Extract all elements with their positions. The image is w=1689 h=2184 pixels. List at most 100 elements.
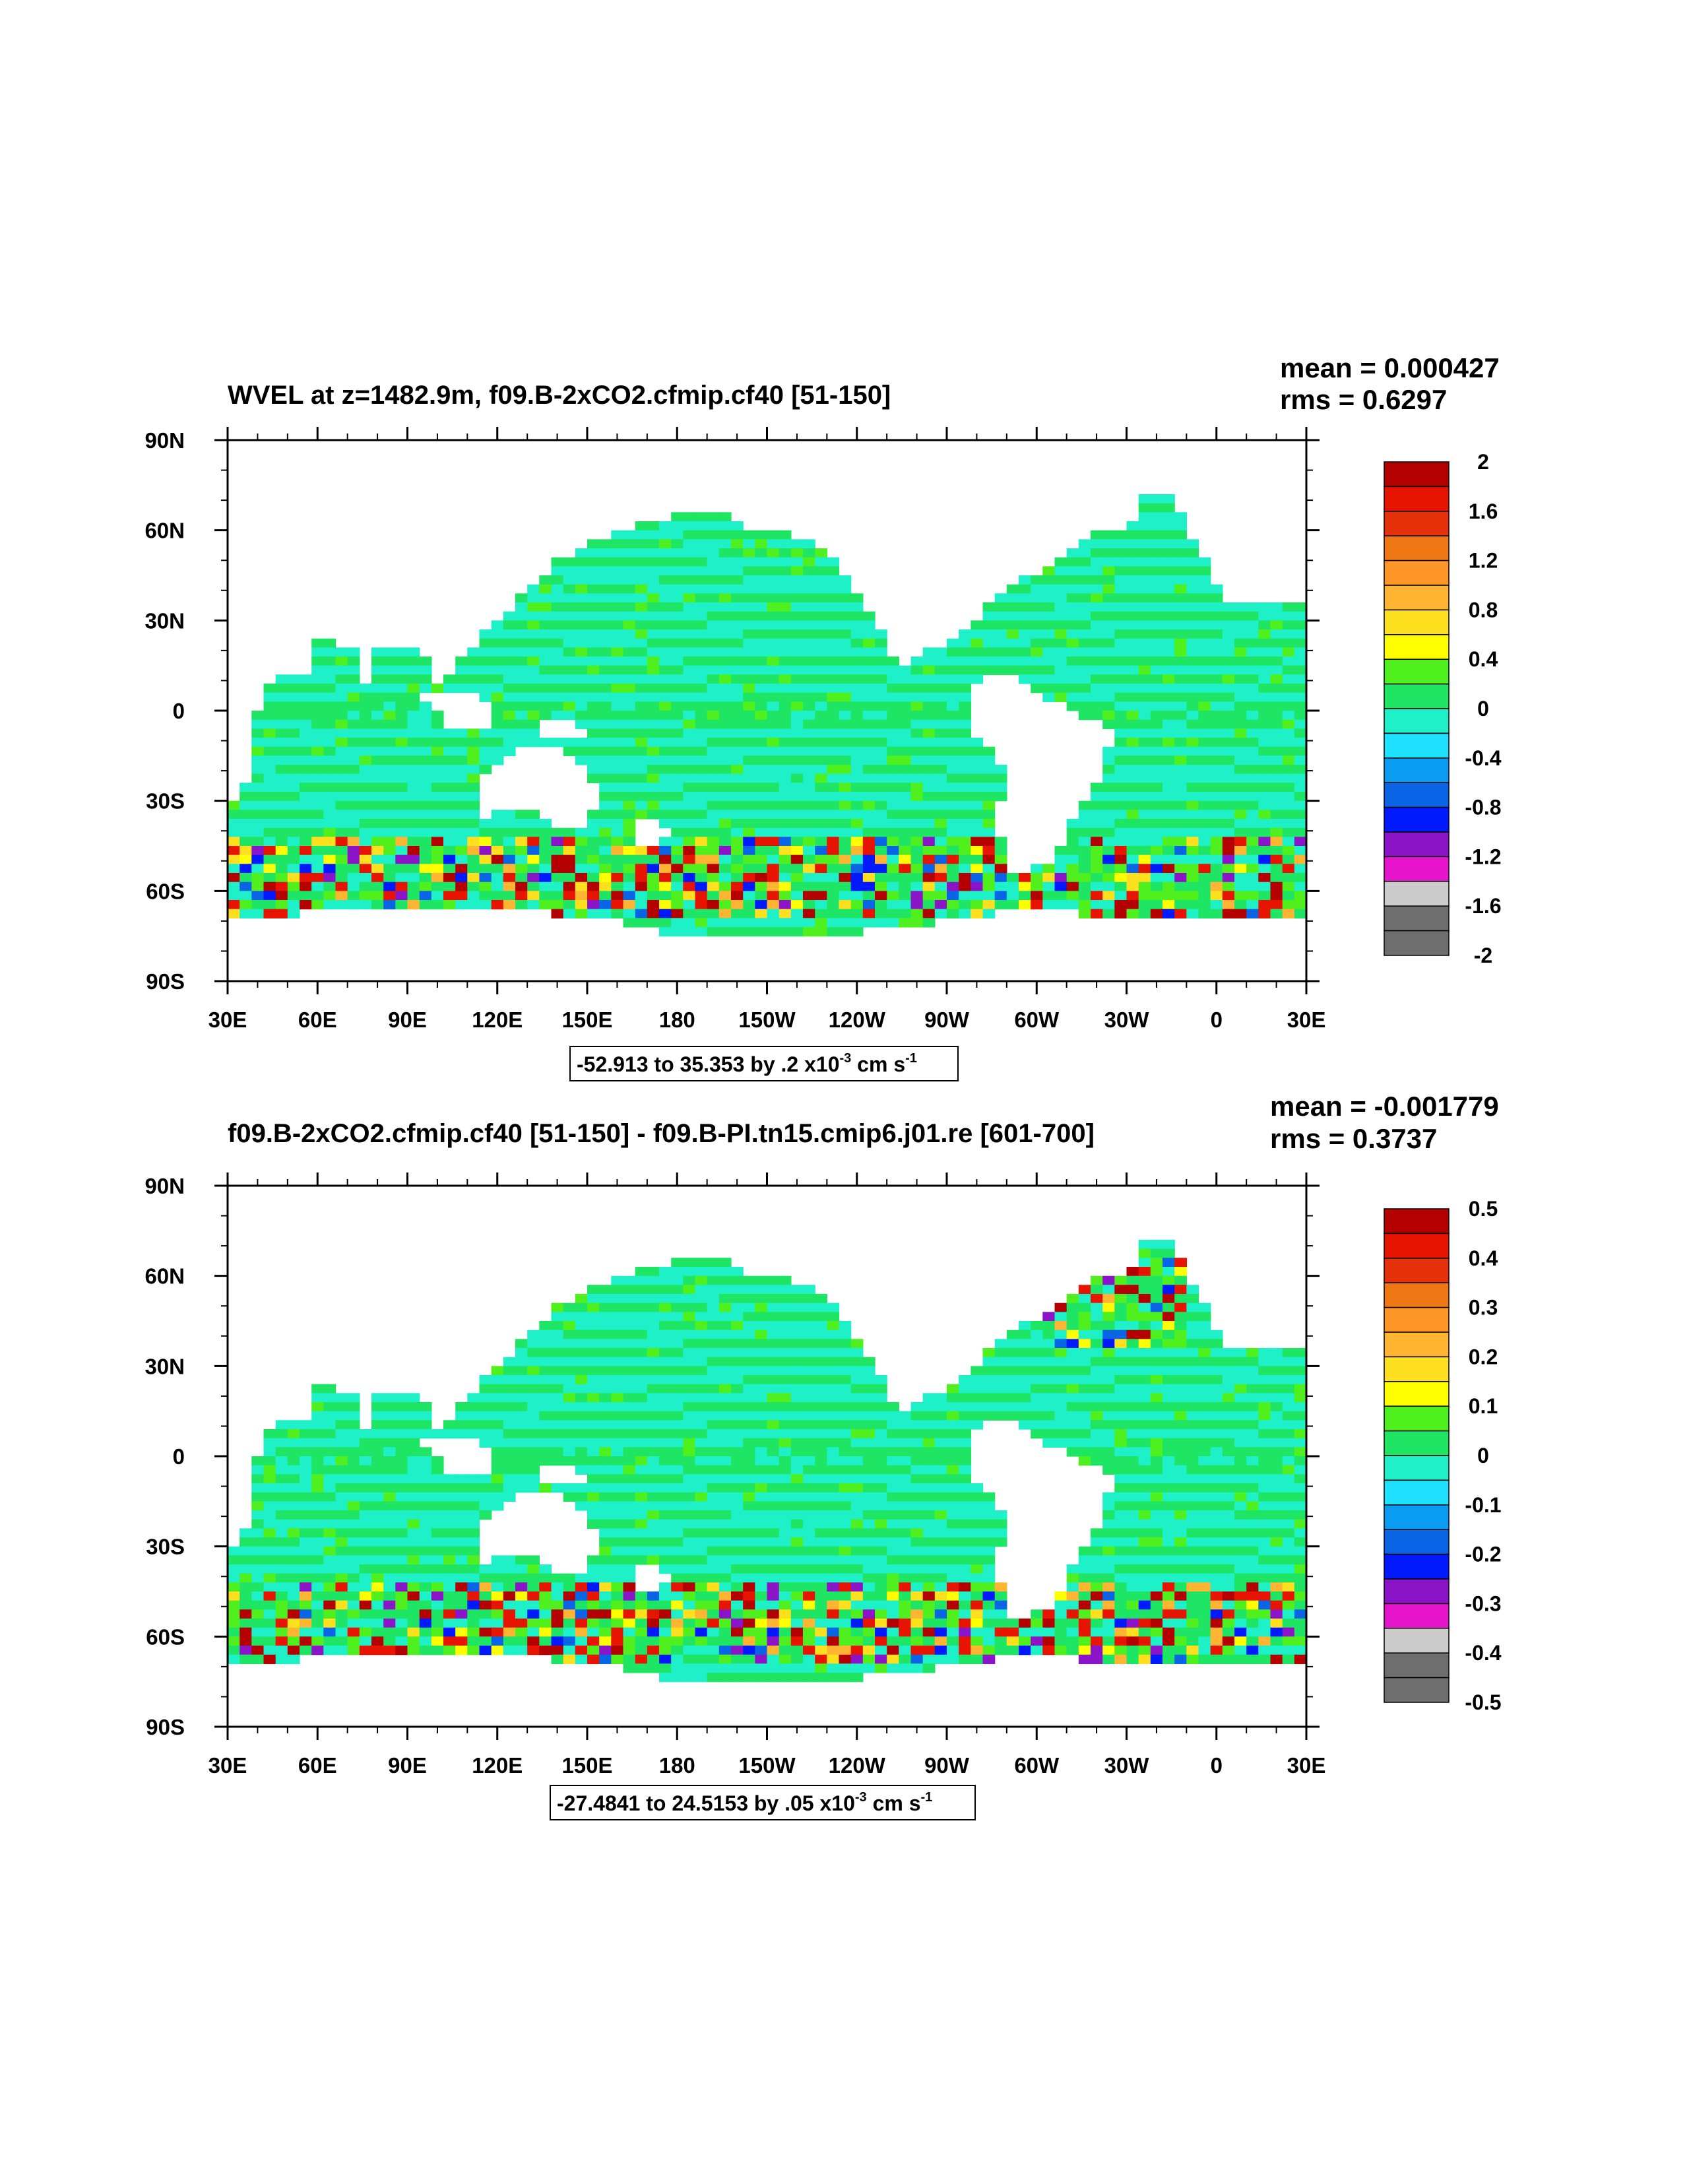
field-cell bbox=[850, 593, 864, 603]
field-cell bbox=[1246, 738, 1259, 748]
field-cell bbox=[335, 657, 348, 666]
field-cell bbox=[767, 602, 780, 612]
field-cell bbox=[1294, 602, 1307, 612]
field-cell bbox=[611, 773, 624, 783]
y-tick-label: 60N bbox=[144, 519, 185, 543]
field-cell bbox=[790, 629, 804, 639]
field-cell bbox=[743, 918, 755, 928]
field-cell bbox=[599, 593, 612, 603]
field-cell bbox=[1174, 692, 1187, 702]
field-cell bbox=[803, 900, 815, 910]
field-cell bbox=[1042, 900, 1056, 910]
field-cell bbox=[1066, 1411, 1079, 1421]
field-cell bbox=[371, 755, 384, 765]
field-cell bbox=[971, 657, 984, 666]
field-cell bbox=[815, 1384, 827, 1394]
field-cell bbox=[1234, 882, 1247, 891]
field-cell bbox=[431, 1474, 444, 1484]
field-cell bbox=[1150, 1258, 1163, 1268]
field-cell bbox=[1222, 1348, 1235, 1358]
field-cell bbox=[971, 854, 984, 864]
field-cell bbox=[527, 657, 540, 666]
field-cell bbox=[1234, 1510, 1247, 1520]
field-cell bbox=[731, 1393, 744, 1403]
field-cell bbox=[1091, 1402, 1103, 1412]
field-cell bbox=[1091, 566, 1103, 576]
field-cell bbox=[251, 864, 265, 874]
field-cell bbox=[1186, 765, 1199, 775]
field-cell bbox=[300, 765, 312, 775]
field-cell bbox=[839, 684, 852, 693]
field-cell bbox=[1006, 602, 1019, 612]
field-cell bbox=[707, 728, 720, 738]
field-cell bbox=[275, 810, 288, 819]
field-cell bbox=[862, 765, 876, 775]
field-cell bbox=[287, 1483, 300, 1493]
field-cell bbox=[395, 719, 408, 729]
field-cell bbox=[575, 909, 588, 918]
field-cell bbox=[1222, 1483, 1235, 1493]
field-cell bbox=[419, 1429, 432, 1439]
field-cell bbox=[1114, 1321, 1128, 1331]
field-cell bbox=[347, 827, 360, 837]
field-cell bbox=[1294, 854, 1307, 864]
field-cell bbox=[1078, 701, 1091, 711]
field-cell bbox=[707, 1258, 720, 1268]
field-cell bbox=[515, 1393, 528, 1403]
field-cell bbox=[407, 1429, 420, 1439]
field-cell bbox=[718, 882, 732, 891]
field-cell bbox=[1054, 674, 1068, 684]
field-cell bbox=[515, 846, 528, 856]
field-cell bbox=[671, 1366, 684, 1376]
field-cell bbox=[1126, 846, 1139, 856]
field-cell bbox=[359, 882, 372, 891]
field-cell bbox=[707, 674, 720, 684]
field-cell bbox=[731, 1465, 744, 1475]
field-cell bbox=[767, 900, 780, 910]
field-cell bbox=[1114, 909, 1128, 918]
field-cell bbox=[755, 1483, 768, 1493]
field-cell bbox=[1019, 873, 1031, 883]
field-cell bbox=[647, 891, 660, 901]
field-cell bbox=[695, 711, 708, 721]
field-cell bbox=[323, 810, 336, 819]
field-cell bbox=[611, 1330, 624, 1339]
field-cell bbox=[790, 1312, 804, 1322]
field-cell bbox=[539, 674, 552, 684]
field-cell bbox=[371, 738, 384, 748]
field-cell bbox=[1091, 1393, 1103, 1403]
field-cell bbox=[1054, 584, 1068, 594]
field-cell bbox=[1091, 539, 1103, 549]
field-cell bbox=[934, 773, 947, 783]
field-cell bbox=[1150, 1312, 1163, 1322]
field-cell bbox=[1078, 602, 1091, 612]
field-cell bbox=[1186, 909, 1199, 918]
field-cell bbox=[1138, 647, 1151, 657]
field-cell bbox=[1294, 1420, 1307, 1430]
field-cell bbox=[1186, 1339, 1199, 1349]
field-cell bbox=[922, 1465, 936, 1475]
field-cell bbox=[455, 1474, 468, 1484]
field-cell bbox=[815, 783, 827, 792]
field-cell bbox=[383, 864, 396, 874]
field-cell bbox=[1066, 684, 1079, 693]
field-cell bbox=[790, 927, 804, 937]
field-cell bbox=[383, 1456, 396, 1466]
field-cell bbox=[982, 1393, 996, 1403]
field-cell bbox=[1066, 837, 1079, 847]
field-cell bbox=[1222, 629, 1235, 639]
field-cell bbox=[1222, 891, 1235, 901]
field-cell bbox=[1270, 837, 1283, 847]
field-cell bbox=[1210, 765, 1223, 775]
field-cell bbox=[803, 854, 815, 864]
field-cell bbox=[1174, 854, 1187, 864]
field-cell bbox=[383, 837, 396, 847]
field-cell bbox=[755, 800, 768, 810]
field-cell bbox=[300, 810, 312, 819]
field-cell bbox=[599, 1302, 612, 1312]
field-cell bbox=[1210, 620, 1223, 630]
field-cell bbox=[1210, 1420, 1223, 1430]
field-cell bbox=[575, 1438, 588, 1448]
field-cell bbox=[934, 810, 947, 819]
field-cell bbox=[323, 819, 336, 829]
